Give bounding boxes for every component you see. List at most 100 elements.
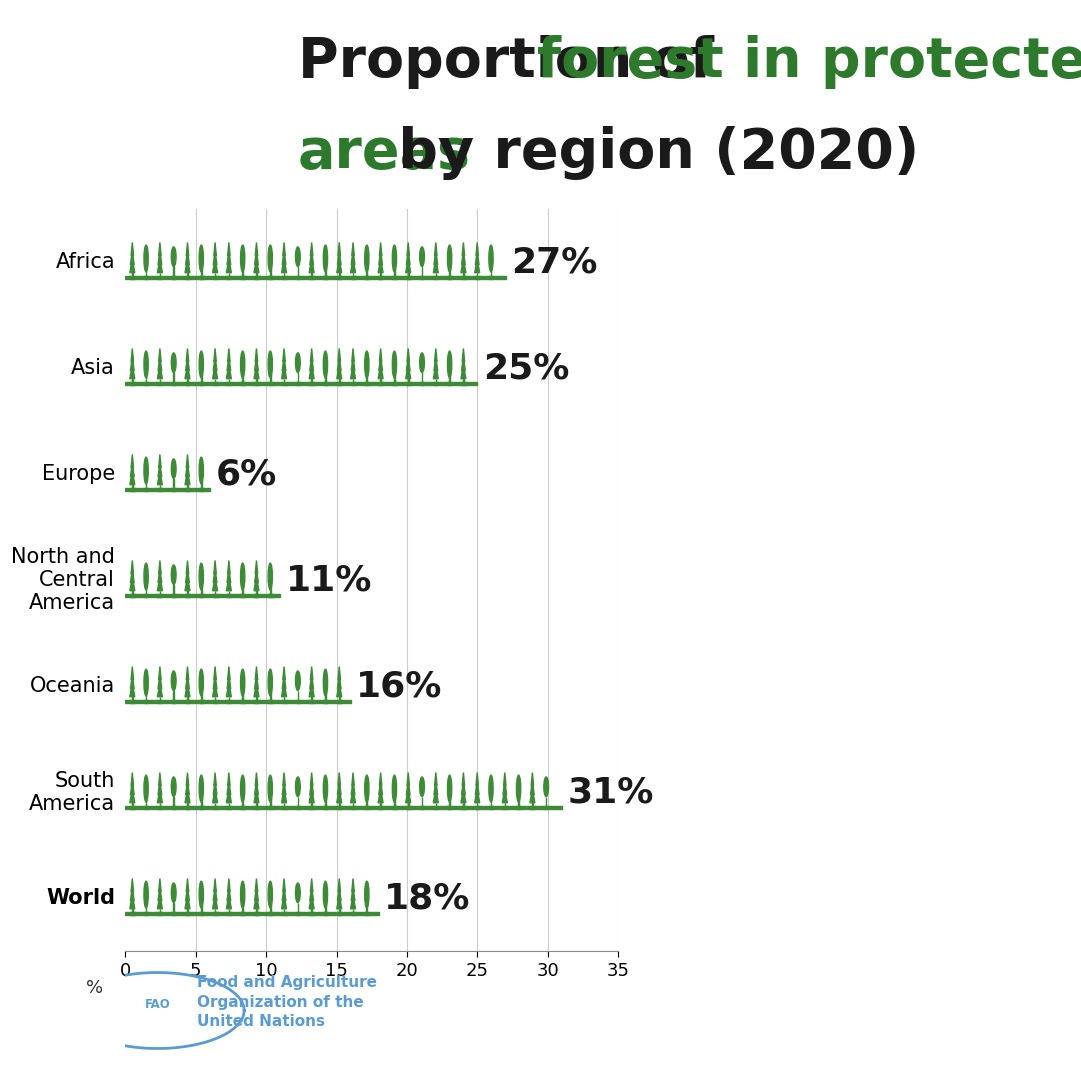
Ellipse shape (268, 881, 272, 908)
Polygon shape (213, 780, 217, 795)
Bar (158, 806, 162, 809)
Polygon shape (406, 773, 410, 786)
Bar (130, 277, 135, 279)
Polygon shape (435, 773, 437, 786)
Polygon shape (337, 788, 342, 803)
Polygon shape (214, 242, 216, 256)
Polygon shape (213, 895, 217, 909)
Polygon shape (350, 895, 356, 909)
Ellipse shape (364, 775, 369, 802)
Polygon shape (186, 667, 189, 680)
Bar (268, 277, 272, 279)
Polygon shape (159, 348, 161, 362)
Ellipse shape (448, 351, 452, 378)
Polygon shape (504, 773, 506, 786)
Ellipse shape (323, 669, 328, 696)
Polygon shape (213, 569, 217, 583)
Polygon shape (130, 470, 135, 484)
Polygon shape (435, 242, 437, 256)
Ellipse shape (323, 351, 328, 378)
Polygon shape (405, 258, 411, 272)
Polygon shape (213, 788, 217, 803)
Polygon shape (214, 667, 216, 680)
Bar (337, 806, 342, 809)
Bar (240, 912, 245, 915)
Polygon shape (310, 667, 312, 680)
Polygon shape (378, 780, 383, 795)
Ellipse shape (171, 246, 176, 267)
Polygon shape (406, 780, 410, 795)
Bar (350, 806, 356, 809)
Bar (254, 383, 259, 385)
Polygon shape (379, 348, 382, 362)
Bar (461, 806, 466, 809)
Bar (144, 489, 148, 491)
Bar (392, 277, 397, 279)
Ellipse shape (448, 245, 452, 271)
Bar (158, 595, 162, 597)
Bar (268, 595, 272, 597)
Ellipse shape (489, 775, 493, 802)
Polygon shape (283, 348, 285, 362)
Ellipse shape (171, 671, 176, 691)
Bar (130, 912, 135, 915)
Polygon shape (158, 364, 162, 378)
Text: 11%: 11% (285, 563, 372, 597)
Polygon shape (476, 251, 479, 265)
Polygon shape (228, 348, 230, 362)
Polygon shape (338, 348, 341, 362)
Polygon shape (350, 788, 356, 803)
Polygon shape (158, 780, 162, 795)
Polygon shape (281, 682, 286, 697)
Bar (158, 912, 162, 915)
Bar (364, 277, 369, 279)
Bar (125, 595, 280, 597)
Polygon shape (531, 780, 534, 795)
Polygon shape (338, 667, 341, 680)
Polygon shape (310, 780, 313, 795)
Polygon shape (214, 773, 216, 786)
Polygon shape (131, 886, 134, 900)
Bar (421, 383, 424, 385)
Polygon shape (131, 773, 134, 786)
Bar (172, 383, 175, 385)
Polygon shape (435, 348, 437, 362)
Polygon shape (255, 357, 258, 371)
Polygon shape (350, 364, 356, 378)
Polygon shape (351, 251, 355, 265)
Polygon shape (351, 879, 355, 892)
Text: 6%: 6% (215, 457, 277, 491)
Polygon shape (213, 886, 217, 900)
Bar (268, 383, 272, 385)
Polygon shape (186, 879, 189, 892)
Bar (130, 595, 135, 597)
Bar (405, 806, 411, 809)
Polygon shape (310, 357, 313, 371)
Ellipse shape (295, 883, 301, 903)
Polygon shape (213, 251, 217, 265)
Polygon shape (530, 788, 535, 803)
Bar (309, 912, 315, 915)
Bar (226, 383, 231, 385)
Polygon shape (227, 780, 230, 795)
Polygon shape (228, 773, 230, 786)
Polygon shape (283, 667, 285, 680)
Bar (144, 277, 148, 279)
Polygon shape (282, 886, 285, 900)
Polygon shape (131, 879, 134, 892)
Bar (378, 277, 383, 279)
Polygon shape (281, 895, 286, 909)
Bar (281, 700, 286, 703)
Polygon shape (186, 242, 189, 256)
Polygon shape (283, 879, 285, 892)
Polygon shape (338, 879, 341, 892)
Polygon shape (185, 788, 190, 803)
Polygon shape (159, 560, 161, 574)
Bar (281, 912, 286, 915)
Bar (144, 806, 148, 809)
Bar (503, 806, 507, 809)
Polygon shape (337, 251, 342, 265)
Polygon shape (131, 569, 134, 583)
Bar (254, 806, 259, 809)
Bar (240, 700, 245, 703)
